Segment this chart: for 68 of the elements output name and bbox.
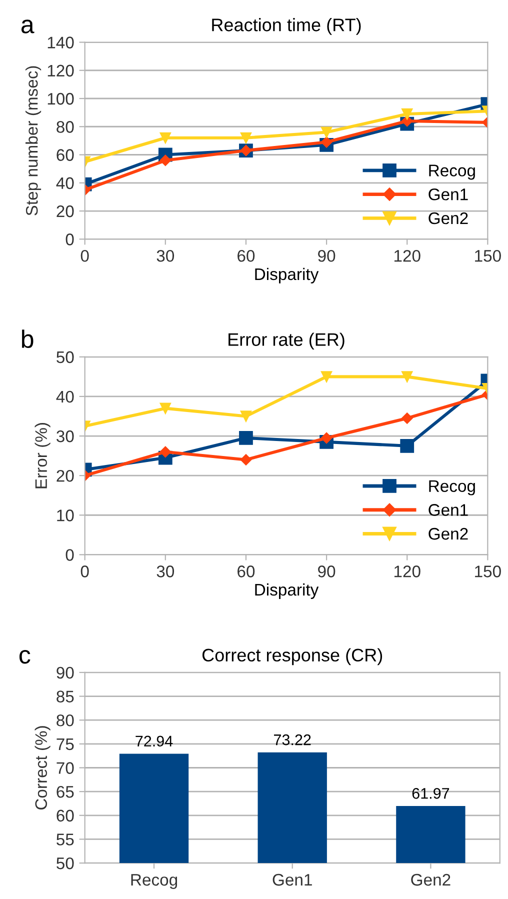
legend-label: Gen2 xyxy=(428,212,468,224)
x-axis-title: Disparity xyxy=(255,268,319,284)
x-tick-label: 120 xyxy=(394,566,420,578)
point xyxy=(240,454,252,466)
x-tick-label: 0 xyxy=(80,250,89,262)
chart-title: Reaction time (RT) xyxy=(212,18,361,35)
chart-title: Error rate (ER) xyxy=(228,332,344,350)
y-tick-label: 140 xyxy=(48,36,74,48)
y-tick-label: 55 xyxy=(56,834,74,846)
x-tick-label: Recog xyxy=(131,874,178,889)
legend-label: Gen1 xyxy=(428,188,468,200)
y-tick-label: 120 xyxy=(48,64,74,77)
x-tick-label: 60 xyxy=(238,566,255,578)
y-tick-label: 75 xyxy=(56,738,74,750)
y-tick-label: 10 xyxy=(57,510,74,522)
text: a xyxy=(21,20,34,34)
x-tick-label: Gen1 xyxy=(272,874,312,886)
point xyxy=(240,132,252,144)
point xyxy=(320,136,332,148)
x-tick-label: 60 xyxy=(238,250,255,262)
x-axis-title: Disparity xyxy=(255,583,319,599)
y-tick-label: 65 xyxy=(56,786,74,798)
x-tick-label: 90 xyxy=(318,250,336,262)
y-axis-title: Correct (%) xyxy=(34,726,50,810)
legend-label: Recog xyxy=(429,164,475,180)
y-tick-label: 60 xyxy=(56,810,74,822)
x-tick-label: 150 xyxy=(475,566,501,578)
legend-label: Recog xyxy=(429,480,475,496)
point xyxy=(320,371,332,382)
y-tick-label: 40 xyxy=(56,390,74,403)
point xyxy=(240,410,252,422)
text: b xyxy=(22,330,34,348)
x-tick-label: 90 xyxy=(318,566,336,578)
y-tick-label: 0 xyxy=(66,549,74,561)
x-tick-label: 120 xyxy=(394,250,420,262)
y-tick-label: 0 xyxy=(66,234,74,246)
point xyxy=(320,432,332,444)
data-label: 73.22 xyxy=(274,734,311,746)
text: c xyxy=(19,650,30,664)
x-tick-label: 30 xyxy=(156,250,174,262)
point xyxy=(160,446,172,458)
y-axis-title: Error (%) xyxy=(34,423,50,488)
x-tick-label: Gen2 xyxy=(411,874,450,886)
y-axis-title: Step number (msec) xyxy=(26,66,42,216)
x-tick-label: 150 xyxy=(475,250,501,262)
y-tick-label: 50 xyxy=(56,857,74,870)
x-tick-label: 30 xyxy=(156,566,174,578)
y-tick-label: 100 xyxy=(48,92,74,105)
y-tick-label: 80 xyxy=(56,714,74,726)
y-tick-label: 20 xyxy=(56,470,74,482)
data-label: 72.94 xyxy=(136,736,173,747)
point xyxy=(239,431,253,445)
legend-label: Gen1 xyxy=(428,504,468,516)
data-label: 61.97 xyxy=(412,788,450,799)
y-tick-label: 90 xyxy=(56,666,74,679)
y-tick-label: 20 xyxy=(56,205,74,218)
chart-title: Correct response (CR) xyxy=(202,648,382,666)
point xyxy=(320,126,332,138)
y-tick-label: 85 xyxy=(56,690,74,702)
y-tick-label: 60 xyxy=(56,149,74,161)
y-tick-label: 30 xyxy=(56,430,74,442)
y-tick-label: 40 xyxy=(56,177,74,190)
y-tick-label: 80 xyxy=(56,121,74,133)
x-tick-label: 0 xyxy=(80,566,89,578)
y-tick-label: 50 xyxy=(56,351,74,364)
point xyxy=(160,154,172,166)
y-tick-label: 70 xyxy=(56,762,74,774)
legend-label: Gen2 xyxy=(428,528,468,540)
